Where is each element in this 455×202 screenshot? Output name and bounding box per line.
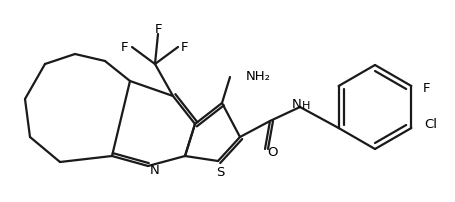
- Text: F: F: [155, 22, 162, 35]
- Text: F: F: [121, 40, 128, 53]
- Text: F: F: [181, 40, 188, 53]
- Text: Cl: Cl: [424, 117, 436, 130]
- Text: H: H: [301, 101, 310, 110]
- Text: F: F: [421, 81, 429, 94]
- Text: O: O: [267, 146, 278, 159]
- Text: N: N: [292, 97, 301, 110]
- Text: NH₂: NH₂: [245, 69, 270, 82]
- Text: N: N: [150, 163, 160, 176]
- Text: S: S: [215, 166, 224, 179]
